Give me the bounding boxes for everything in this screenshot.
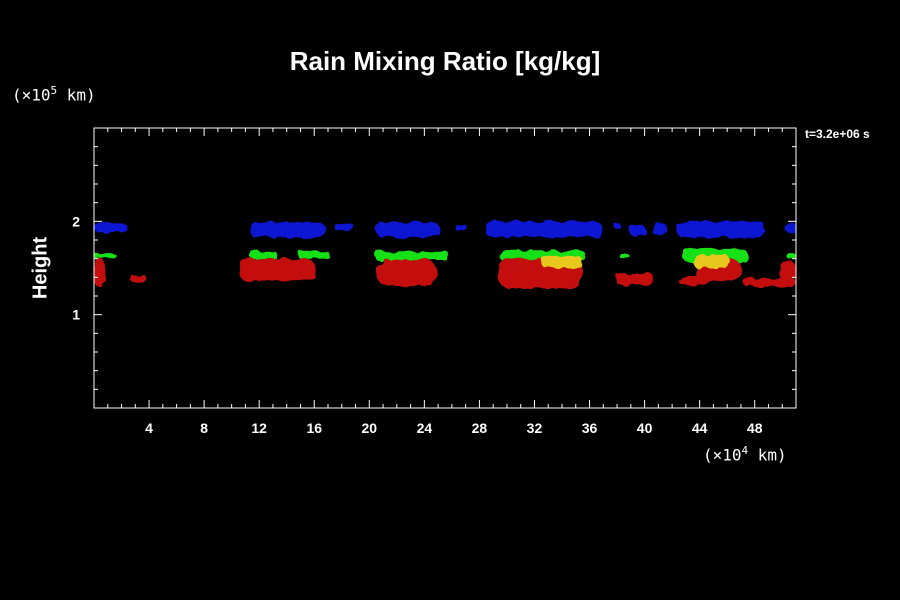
x-tick-label-16: 16 xyxy=(306,420,322,436)
region-green-14 xyxy=(374,251,450,261)
region-red-22 xyxy=(129,275,147,282)
y-unit-prefix: (×10 xyxy=(12,85,51,105)
y-axis-unit-label: (×105 km) xyxy=(12,84,96,104)
x-tick-label-28: 28 xyxy=(472,420,488,436)
axis-ticks xyxy=(94,128,796,408)
region-red-23 xyxy=(238,258,316,282)
y-tick-label-2: 2 xyxy=(72,213,80,229)
region-yellow-19 xyxy=(541,255,583,268)
region-blue-10 xyxy=(784,223,796,233)
x-tick-label-8: 8 xyxy=(200,420,208,436)
region-blue-8 xyxy=(651,222,667,236)
region-yellow-20 xyxy=(692,254,730,268)
region-green-11 xyxy=(94,253,117,259)
region-blue-3 xyxy=(376,222,440,238)
region-green-12 xyxy=(249,251,278,259)
x-tick-label-48: 48 xyxy=(747,420,763,436)
region-blue-6 xyxy=(614,224,622,229)
plot-frame xyxy=(93,127,797,409)
x-unit-prefix: (×10 xyxy=(703,445,742,465)
region-blue-7 xyxy=(629,226,646,236)
region-blue-2 xyxy=(334,224,355,231)
x-tick-label-32: 32 xyxy=(527,420,543,436)
x-tick-label-24: 24 xyxy=(417,420,433,436)
region-blue-9 xyxy=(676,221,766,238)
region-green-13 xyxy=(297,251,330,259)
x-tick-label-20: 20 xyxy=(362,420,378,436)
region-red-26 xyxy=(615,273,655,285)
x-unit-exponent: 4 xyxy=(741,444,749,457)
x-tick-label-40: 40 xyxy=(637,420,653,436)
y-unit-suffix: km) xyxy=(57,85,96,105)
region-blue-4 xyxy=(454,224,468,231)
region-red-30 xyxy=(779,260,796,282)
region-red-29 xyxy=(743,278,796,287)
region-red-21 xyxy=(94,258,107,288)
x-tick-label-44: 44 xyxy=(692,420,708,436)
contour-regions xyxy=(94,221,796,289)
region-blue-1 xyxy=(249,222,326,238)
region-green-16 xyxy=(619,254,630,259)
region-green-18 xyxy=(786,253,796,259)
region-red-24 xyxy=(376,259,437,286)
x-unit-suffix: km) xyxy=(748,445,787,465)
y-tick-label-1: 1 xyxy=(72,307,80,323)
region-blue-0 xyxy=(94,223,128,233)
chart-title: Rain Mixing Ratio [kg/kg] xyxy=(289,46,601,76)
x-tick-label-4: 4 xyxy=(145,420,153,436)
y-unit-exponent: 5 xyxy=(50,84,58,97)
region-blue-5 xyxy=(484,221,602,238)
time-label: t=3.2e+06 s xyxy=(805,127,870,141)
x-tick-label-36: 36 xyxy=(582,420,598,436)
x-tick-label-12: 12 xyxy=(251,420,267,436)
x-axis-unit-label: (×104 km) xyxy=(703,444,787,464)
